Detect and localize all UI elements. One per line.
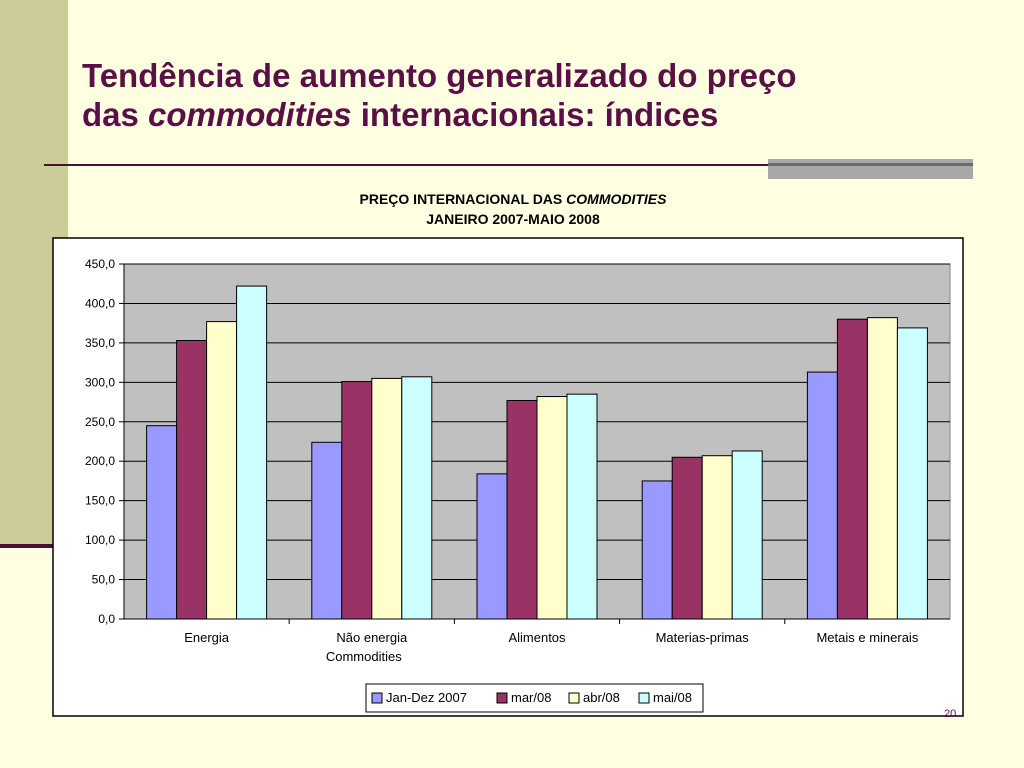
title-accent-line [768,163,973,166]
x-tick-label: Metais e minerais [816,630,918,645]
slide-title-line2-post: internacionais: índices [351,96,719,133]
y-tick-label: 450,0 [85,257,115,271]
bar [641,480,673,620]
page-number: 20 [944,708,957,720]
legend-swatch [638,692,650,704]
legend-swatch [496,692,508,704]
y-tick-label: 400,0 [85,296,115,310]
bar [671,456,703,620]
bar [731,450,763,620]
legend-label: mar/08 [511,690,551,705]
chart-title-main: PREÇO INTERNACIONAL DAS [359,191,567,207]
bar [836,318,868,620]
bar [866,317,898,620]
x-tick-label: Commodities [326,649,402,664]
x-tick-label: Energia [184,630,230,645]
y-tick-label: 300,0 [85,375,115,389]
y-tick-label: 150,0 [85,494,115,508]
legend-swatch [371,692,383,704]
y-tick-label: 250,0 [85,415,115,429]
chart-title-emphasis: COMMODITIES [566,191,667,207]
chart-subtitle: JANEIRO 2007-MAIO 2008 [426,211,600,227]
bar [206,321,238,620]
bar [806,371,838,620]
bar [566,393,598,620]
y-tick-label: 200,0 [85,454,115,468]
bar [146,425,178,620]
bar [311,441,343,620]
title-divider [44,164,770,166]
slide-title-emphasis: commodities [148,96,352,133]
chart-title: PREÇO INTERNACIONAL DAS COMMODITIES JANE… [213,189,813,229]
bar [476,473,508,620]
y-tick-label: 100,0 [85,533,115,547]
y-tick-label: 0,0 [98,612,115,626]
legend-label: mai/08 [653,690,692,705]
bar [236,285,268,620]
x-tick-label: Materias-primas [656,630,750,645]
bar [401,376,433,620]
bar [536,396,568,620]
bar [701,455,733,620]
legend-swatch [568,692,580,704]
x-tick-label: Alimentos [508,630,566,645]
y-tick-label: 350,0 [85,336,115,350]
y-tick-label: 50,0 [92,573,116,587]
slide-title-line1: Tendência de aumento generalizado do pre… [82,57,797,94]
bar [506,399,538,620]
bar [341,381,373,620]
bar [176,340,208,620]
slide-title: Tendência de aumento generalizado do pre… [82,56,797,134]
bar [896,327,928,620]
bar [371,377,403,620]
x-tick-label: Não energia [336,630,408,645]
legend-label: abr/08 [583,690,620,705]
left-decor-rule [0,544,80,548]
legend-label: Jan-Dez 2007 [386,690,467,705]
slide-title-line2-pre: das [82,96,149,133]
